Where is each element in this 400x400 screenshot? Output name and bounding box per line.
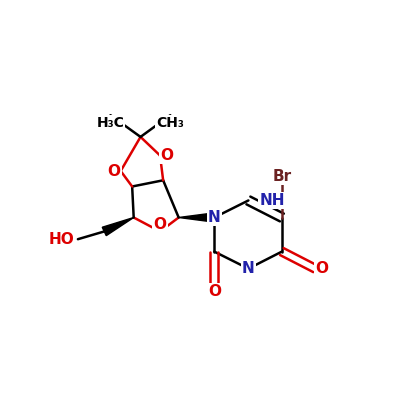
Text: HO: HO: [49, 232, 75, 247]
Text: O: O: [315, 261, 328, 276]
Text: CH₃: CH₃: [156, 116, 184, 130]
Text: NH: NH: [259, 193, 285, 208]
Text: N: N: [242, 261, 255, 276]
Text: Br: Br: [272, 169, 292, 184]
Text: O: O: [160, 148, 173, 163]
Text: O: O: [154, 217, 166, 232]
Polygon shape: [179, 213, 214, 222]
Text: N: N: [208, 210, 221, 225]
Text: H₃C: H₃C: [96, 116, 124, 130]
Text: O: O: [107, 164, 120, 178]
Text: O: O: [208, 284, 221, 299]
Polygon shape: [102, 218, 134, 236]
